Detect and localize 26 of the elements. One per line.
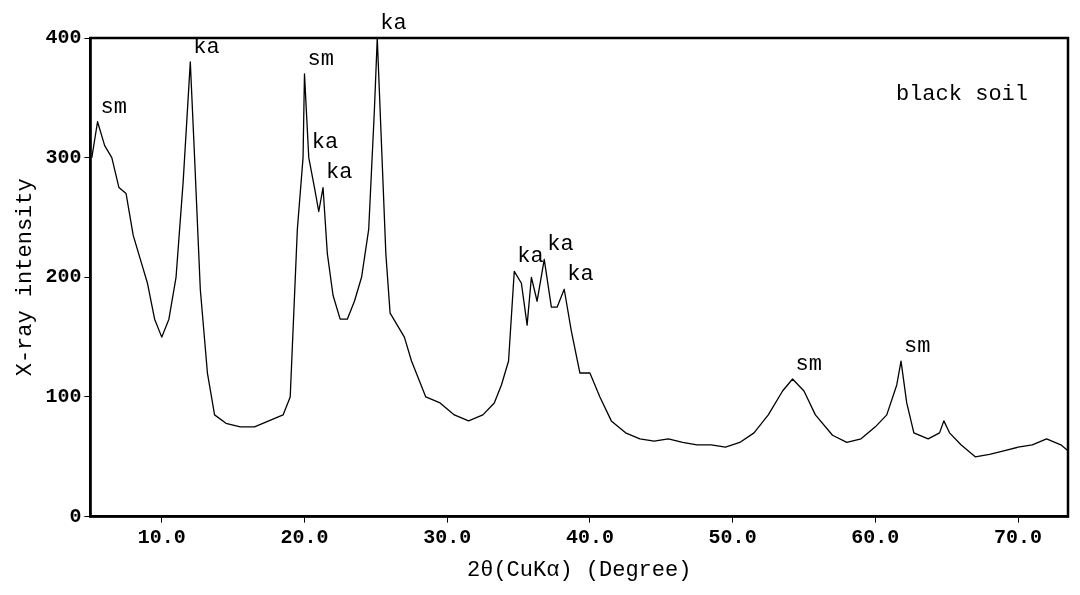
annotation: ka bbox=[567, 262, 594, 288]
y-tick-label: 0 bbox=[69, 504, 82, 528]
y-tick-label: 300 bbox=[45, 145, 82, 169]
annotation: ka bbox=[326, 160, 353, 186]
x-axis-title: 2θ(CuKα) (Degree) bbox=[466, 557, 692, 583]
x-tick-label: 70.0 bbox=[994, 525, 1043, 549]
x-tick-label: 20.0 bbox=[280, 525, 329, 549]
y-tick-label: 200 bbox=[45, 265, 82, 289]
annotation: sm bbox=[100, 94, 127, 120]
x-tick-label: 50.0 bbox=[708, 525, 757, 549]
annotation: black soil bbox=[895, 81, 1028, 107]
x-tick-label: 40.0 bbox=[565, 525, 614, 549]
annotation: sm bbox=[307, 46, 334, 72]
annotation: sm bbox=[904, 333, 931, 359]
annotation: ka bbox=[193, 34, 220, 60]
annotation: ka bbox=[380, 10, 407, 36]
annotation: ka bbox=[547, 232, 574, 258]
annotation: ka bbox=[517, 244, 544, 270]
x-tick-label: 60.0 bbox=[851, 525, 900, 549]
x-tick-label: 10.0 bbox=[137, 525, 186, 549]
x-tick-label: 30.0 bbox=[423, 525, 472, 549]
y-tick-label: 400 bbox=[45, 26, 82, 50]
y-axis-title: X-ray intensity bbox=[13, 178, 39, 377]
annotation: ka bbox=[311, 130, 339, 156]
annotation: sm bbox=[795, 351, 822, 377]
y-tick-label: 100 bbox=[45, 384, 82, 408]
